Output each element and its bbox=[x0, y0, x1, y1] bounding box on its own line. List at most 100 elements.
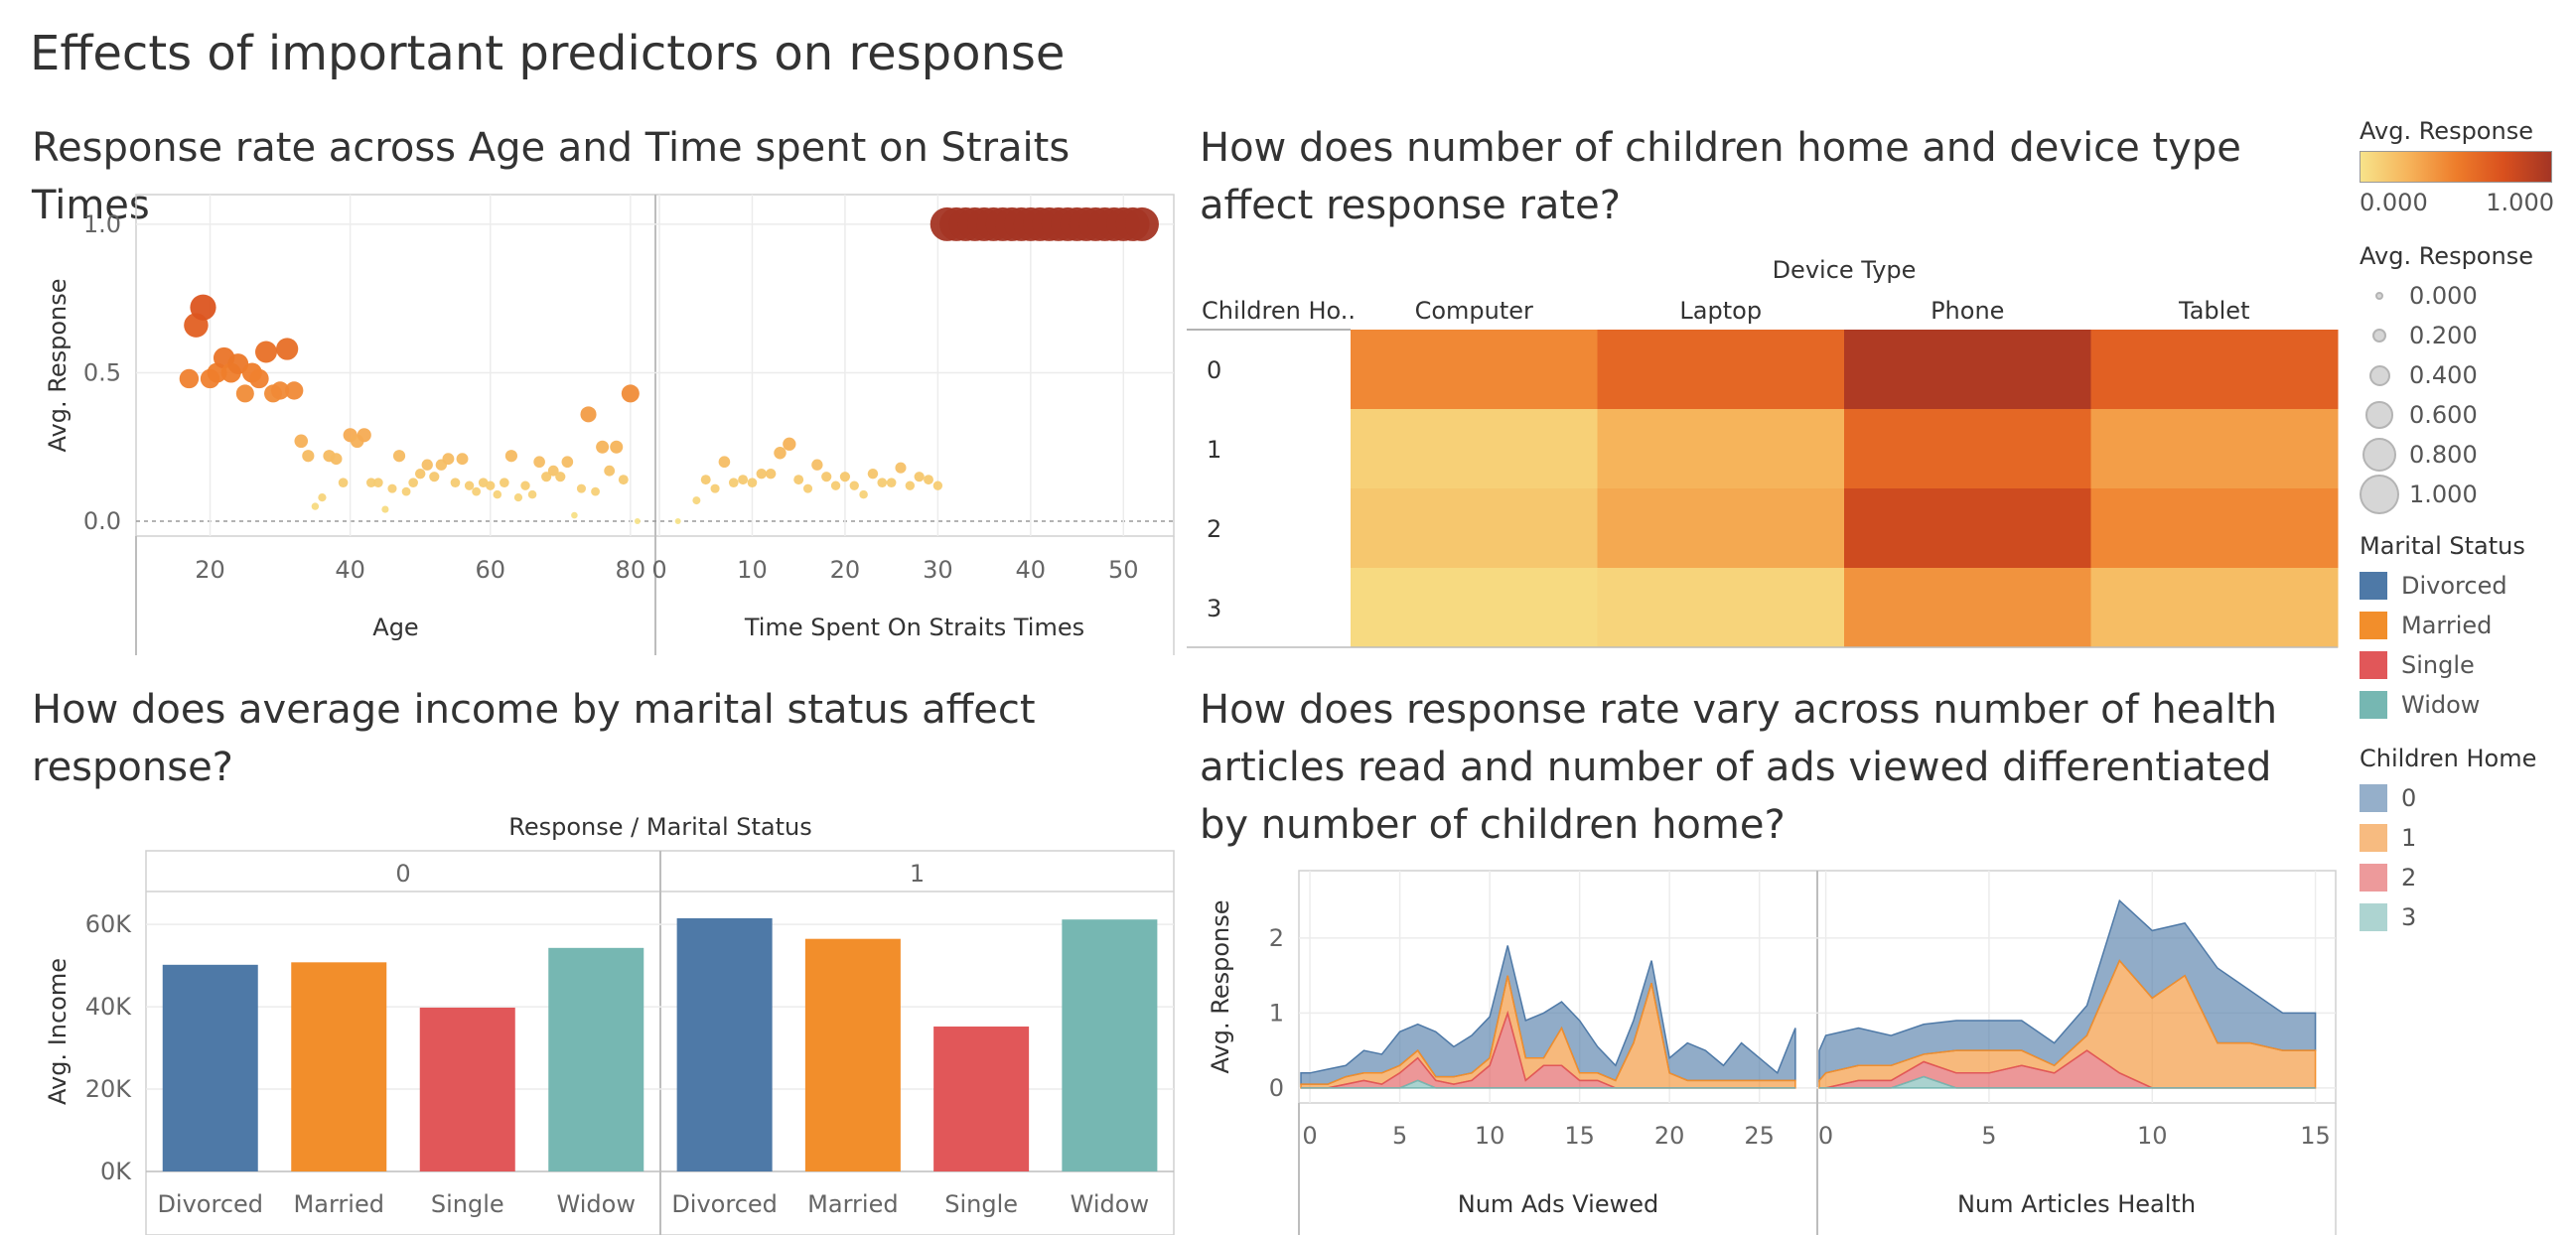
size-legend-circle bbox=[2375, 292, 2383, 300]
color-ramp bbox=[2360, 151, 2552, 183]
y-tick-label: 1.0 bbox=[83, 210, 121, 238]
scatter-point bbox=[493, 489, 502, 499]
scatter-point bbox=[478, 478, 489, 487]
legend-swatch bbox=[2360, 784, 2387, 812]
scatter-point bbox=[401, 486, 411, 496]
legend-label: 3 bbox=[2401, 903, 2417, 931]
scatter-point bbox=[905, 480, 916, 490]
heatmap-row-label: 3 bbox=[1207, 595, 1221, 622]
legend-label: 0 bbox=[2401, 784, 2417, 812]
legend-label: Divorced bbox=[2401, 572, 2507, 600]
heatmap-column-group-label: Device Type bbox=[1773, 256, 1917, 284]
y-tick-label: 20K bbox=[85, 1075, 133, 1103]
bar bbox=[804, 938, 901, 1171]
bar-group-header: Response / Marital Status bbox=[508, 813, 811, 841]
x-tick-label: 40 bbox=[1016, 556, 1047, 584]
x-tick-label: 80 bbox=[616, 556, 646, 584]
heatmap-column-label: Computer bbox=[1415, 297, 1533, 325]
scatter-point bbox=[596, 440, 610, 454]
legend-item: Single bbox=[2360, 645, 2568, 685]
scatter-point bbox=[294, 434, 309, 449]
scatter-point bbox=[886, 478, 897, 487]
scatter-point bbox=[802, 483, 813, 493]
scatter-point bbox=[849, 480, 859, 490]
heatmap-cell bbox=[1597, 488, 1845, 569]
scatter-point bbox=[728, 478, 739, 487]
x-axis-title: Num Ads Viewed bbox=[1458, 1190, 1659, 1218]
scatter-point bbox=[914, 472, 925, 482]
x-tick-label: Widow bbox=[557, 1190, 636, 1218]
x-tick-label: 20 bbox=[1654, 1122, 1685, 1150]
size-legend-label: 0.200 bbox=[2409, 322, 2478, 349]
x-tick-label: Divorced bbox=[671, 1190, 778, 1218]
scatter-point bbox=[774, 447, 787, 460]
legend-item: 1 bbox=[2360, 818, 2568, 858]
bar bbox=[548, 947, 644, 1171]
scatter-point bbox=[533, 456, 545, 469]
size-legend-label: 1.000 bbox=[2409, 480, 2478, 508]
children-legend-title: Children Home bbox=[2360, 745, 2537, 772]
x-axis-title: Age bbox=[372, 614, 418, 641]
color-legend-max: 1.000 bbox=[2486, 189, 2554, 216]
heatmap-title: How does number of children home and dev… bbox=[1200, 125, 2241, 228]
scatter-point bbox=[765, 468, 777, 480]
marital-legend: Divorced Married Single Widow bbox=[2360, 566, 2568, 725]
scatter-point bbox=[674, 518, 681, 525]
scatter-point bbox=[710, 483, 720, 493]
x-tick-label: Married bbox=[807, 1190, 898, 1218]
scatter-point bbox=[373, 478, 383, 487]
y-axis-title: Avg. Response bbox=[1207, 900, 1234, 1074]
scatter-point bbox=[700, 475, 711, 485]
bar bbox=[162, 964, 258, 1171]
x-tick-label: 20 bbox=[195, 556, 225, 584]
scatter-point bbox=[718, 456, 731, 469]
scatter-point bbox=[486, 480, 496, 490]
y-tick-label: 0 bbox=[1269, 1074, 1284, 1102]
scatter-point bbox=[365, 478, 376, 487]
scatter-point bbox=[472, 486, 482, 496]
scatter-point bbox=[330, 453, 343, 466]
legend-label: Single bbox=[2401, 651, 2475, 679]
scatter-point bbox=[255, 341, 277, 363]
y-tick-label: 60K bbox=[85, 910, 133, 938]
legend-label: Married bbox=[2401, 612, 2493, 639]
size-legend-title: Avg. Response bbox=[2360, 242, 2533, 270]
legend-panel: Avg. Response 0.000 1.000 Avg. Response … bbox=[2360, 117, 2568, 937]
heatmap-column-label: Tablet bbox=[2178, 297, 2249, 325]
heatmap-cell bbox=[2090, 488, 2339, 569]
x-tick-label: 25 bbox=[1744, 1122, 1775, 1150]
bar-group-label: 1 bbox=[910, 860, 925, 888]
bar bbox=[933, 1027, 1030, 1171]
scatter-point bbox=[783, 437, 796, 451]
scatter-point bbox=[756, 468, 768, 480]
x-tick-label: Single bbox=[431, 1190, 504, 1218]
size-legend-item: 0.600 bbox=[2360, 395, 2568, 435]
scatter-point bbox=[357, 428, 371, 443]
color-legend-min: 0.000 bbox=[2360, 189, 2428, 216]
scatter-point bbox=[235, 384, 254, 403]
scatter-point bbox=[464, 480, 475, 490]
y-tick-label: 2 bbox=[1269, 924, 1284, 952]
marital-legend-title: Marital Status bbox=[2360, 532, 2525, 560]
heatmap-row-label: 0 bbox=[1207, 356, 1221, 384]
x-tick-label: 5 bbox=[1981, 1122, 1996, 1150]
size-legend-item: 0.800 bbox=[2360, 435, 2568, 475]
size-legend-item: 0.400 bbox=[2360, 355, 2568, 395]
scatter-point bbox=[877, 478, 888, 487]
heatmap-cell bbox=[1844, 568, 2091, 648]
scatter-point bbox=[429, 472, 440, 482]
scatter-point bbox=[513, 492, 523, 502]
scatter-point bbox=[421, 459, 433, 471]
heatmap-cell bbox=[2090, 330, 2339, 410]
scatter-point bbox=[576, 483, 586, 493]
scatter-point bbox=[793, 475, 804, 485]
scatter-point bbox=[555, 472, 566, 482]
heatmap-cell bbox=[2090, 409, 2339, 489]
x-tick-label: Divorced bbox=[157, 1190, 263, 1218]
scatter-point bbox=[520, 480, 530, 490]
dashboard-title: Effects of important predictors on respo… bbox=[30, 26, 1066, 81]
bar-chart-title: How does average income by marital statu… bbox=[32, 687, 1036, 790]
x-tick-label: 0 bbox=[651, 556, 666, 584]
scatter-point bbox=[500, 478, 509, 487]
scatter-point bbox=[527, 489, 537, 499]
